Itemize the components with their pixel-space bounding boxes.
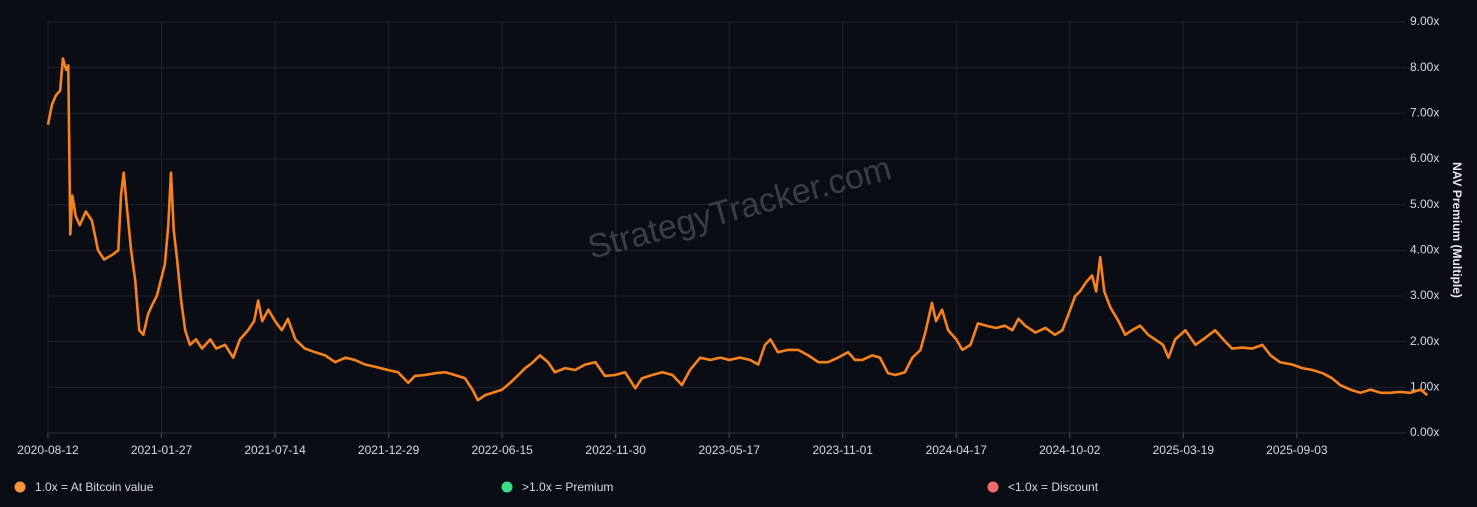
x-tick-label: 2022-06-15 xyxy=(471,443,533,457)
x-tick-label: 2020-08-12 xyxy=(17,443,79,457)
y-tick-label: 7.00x xyxy=(1410,106,1439,120)
x-tick-label: 2023-05-17 xyxy=(699,443,761,457)
y-tick-label: 8.00x xyxy=(1410,60,1439,74)
legend-label: >1.0x = Premium xyxy=(522,480,613,494)
y-tick-label: 3.00x xyxy=(1410,288,1439,302)
legend-swatch xyxy=(501,481,513,493)
y-tick-label: 2.00x xyxy=(1410,334,1439,348)
x-tick-label: 2022-11-30 xyxy=(585,443,646,457)
watermark: StrategyTracker.com xyxy=(584,149,896,267)
x-tick-label: 2025-03-19 xyxy=(1153,443,1215,457)
x-tick-label: 2021-01-27 xyxy=(131,443,193,457)
legend-label: <1.0x = Discount xyxy=(1008,480,1099,494)
x-tick-label: 2021-12-29 xyxy=(358,443,420,457)
legend-swatch xyxy=(987,481,999,493)
x-tick-label: 2024-04-17 xyxy=(926,443,988,457)
x-tick-label: 2025-09-03 xyxy=(1266,443,1328,457)
y-tick-label: 4.00x xyxy=(1410,243,1439,257)
line-series xyxy=(46,57,1429,402)
x-tick-label: 2021-07-14 xyxy=(244,443,306,457)
x-tick-label: 2023-11-01 xyxy=(812,443,873,457)
grid-layer xyxy=(47,21,1406,434)
y-tick-label: 6.00x xyxy=(1410,151,1439,165)
legend-label: 1.0x = At Bitcoin value xyxy=(35,480,154,494)
x-tick-label: 2024-10-02 xyxy=(1039,443,1101,457)
y-tick-label: 9.00x xyxy=(1410,14,1439,28)
legend-swatch xyxy=(14,481,26,493)
y-tick-label: 0.00x xyxy=(1410,425,1439,439)
y-axis-label: NAV Premium (Multiple) xyxy=(1450,162,1464,298)
y-tick-label: 5.00x xyxy=(1410,197,1439,211)
